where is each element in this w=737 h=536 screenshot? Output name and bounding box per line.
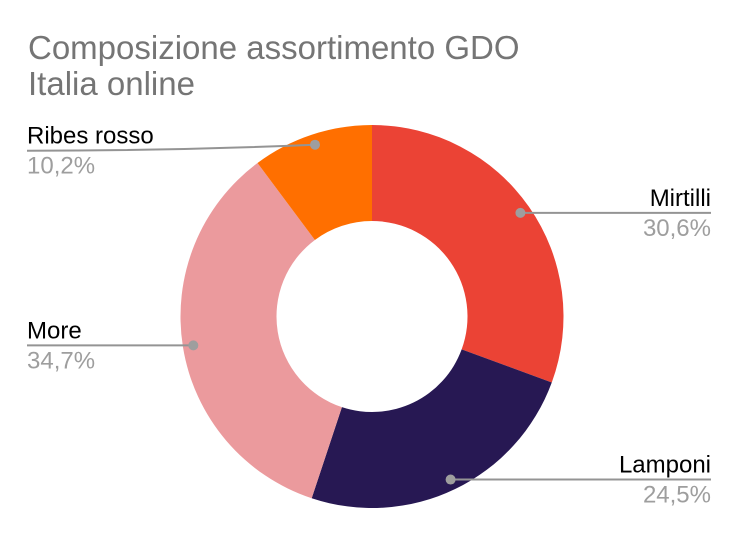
leader-dot-more [188, 340, 199, 351]
slice-value-more: 34,7% [27, 347, 95, 374]
chart-title-line-2: Italia online [28, 65, 195, 102]
slice-label-more: More [27, 317, 82, 344]
slice-value-ribes-rosso: 10,2% [27, 153, 95, 180]
slice-label-ribes-rosso: Ribes rosso [27, 123, 154, 150]
slice-mirtilli[interactable] [372, 125, 564, 383]
slice-label-mirtilli: Mirtilli [650, 185, 711, 212]
slice-lamponi[interactable] [311, 349, 552, 508]
slice-label-lamponi: Lamponi [619, 452, 711, 479]
leader-line-ribes-rosso [26, 143, 316, 152]
slice-value-mirtilli: 30,6% [643, 215, 711, 242]
leader-dot-lamponi [445, 474, 456, 485]
leader-dot-mirtilli [515, 207, 526, 218]
slice-more[interactable] [180, 162, 342, 499]
slice-ribes-rosso[interactable] [257, 125, 372, 240]
chart-title-line-1: Composizione assortimento GDO [28, 29, 520, 66]
leader-dot-ribes-rosso [309, 139, 320, 150]
chart-title: Composizione assortimento GDO Italia onl… [28, 30, 520, 102]
slice-value-lamponi: 24,5% [643, 482, 711, 509]
